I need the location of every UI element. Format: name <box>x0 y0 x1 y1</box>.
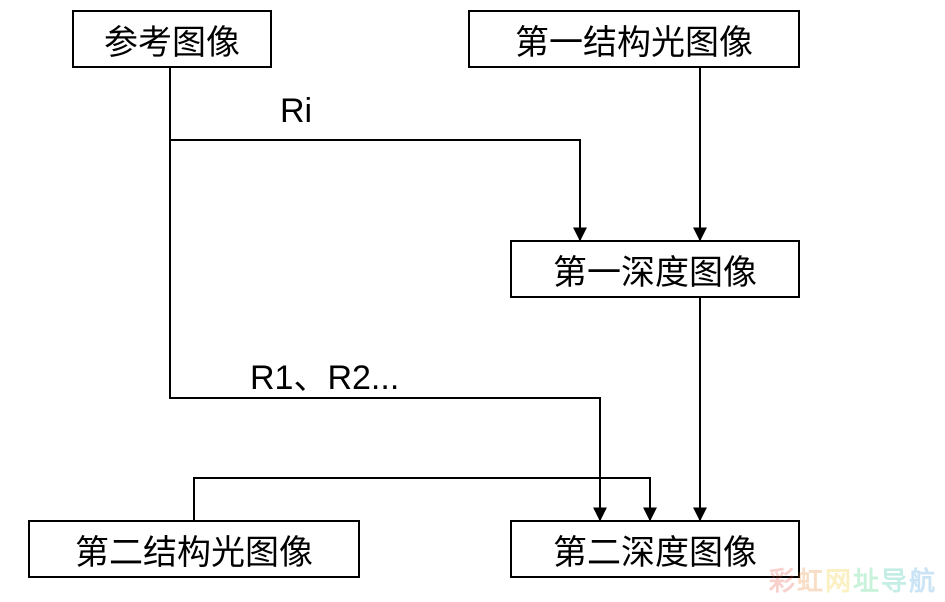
node-second-structured-light-image: 第二结构光图像 <box>28 520 360 578</box>
node-first-structured-light-image: 第一结构光图像 <box>468 10 800 68</box>
node-first-depth-image: 第一深度图像 <box>510 240 800 298</box>
node-label: 参考图像 <box>104 15 240 64</box>
edge-label-r1r2: R1、R2... <box>250 350 399 399</box>
node-label: 第一结构光图像 <box>515 15 753 64</box>
edges-layer <box>0 0 945 602</box>
node-reference-image: 参考图像 <box>72 10 272 68</box>
node-second-depth-image: 第二深度图像 <box>510 520 800 578</box>
node-label: 第二结构光图像 <box>75 525 313 574</box>
node-label: 第一深度图像 <box>553 245 757 294</box>
edge-label-ri: Ri <box>280 92 312 131</box>
node-label: 第二深度图像 <box>553 525 757 574</box>
